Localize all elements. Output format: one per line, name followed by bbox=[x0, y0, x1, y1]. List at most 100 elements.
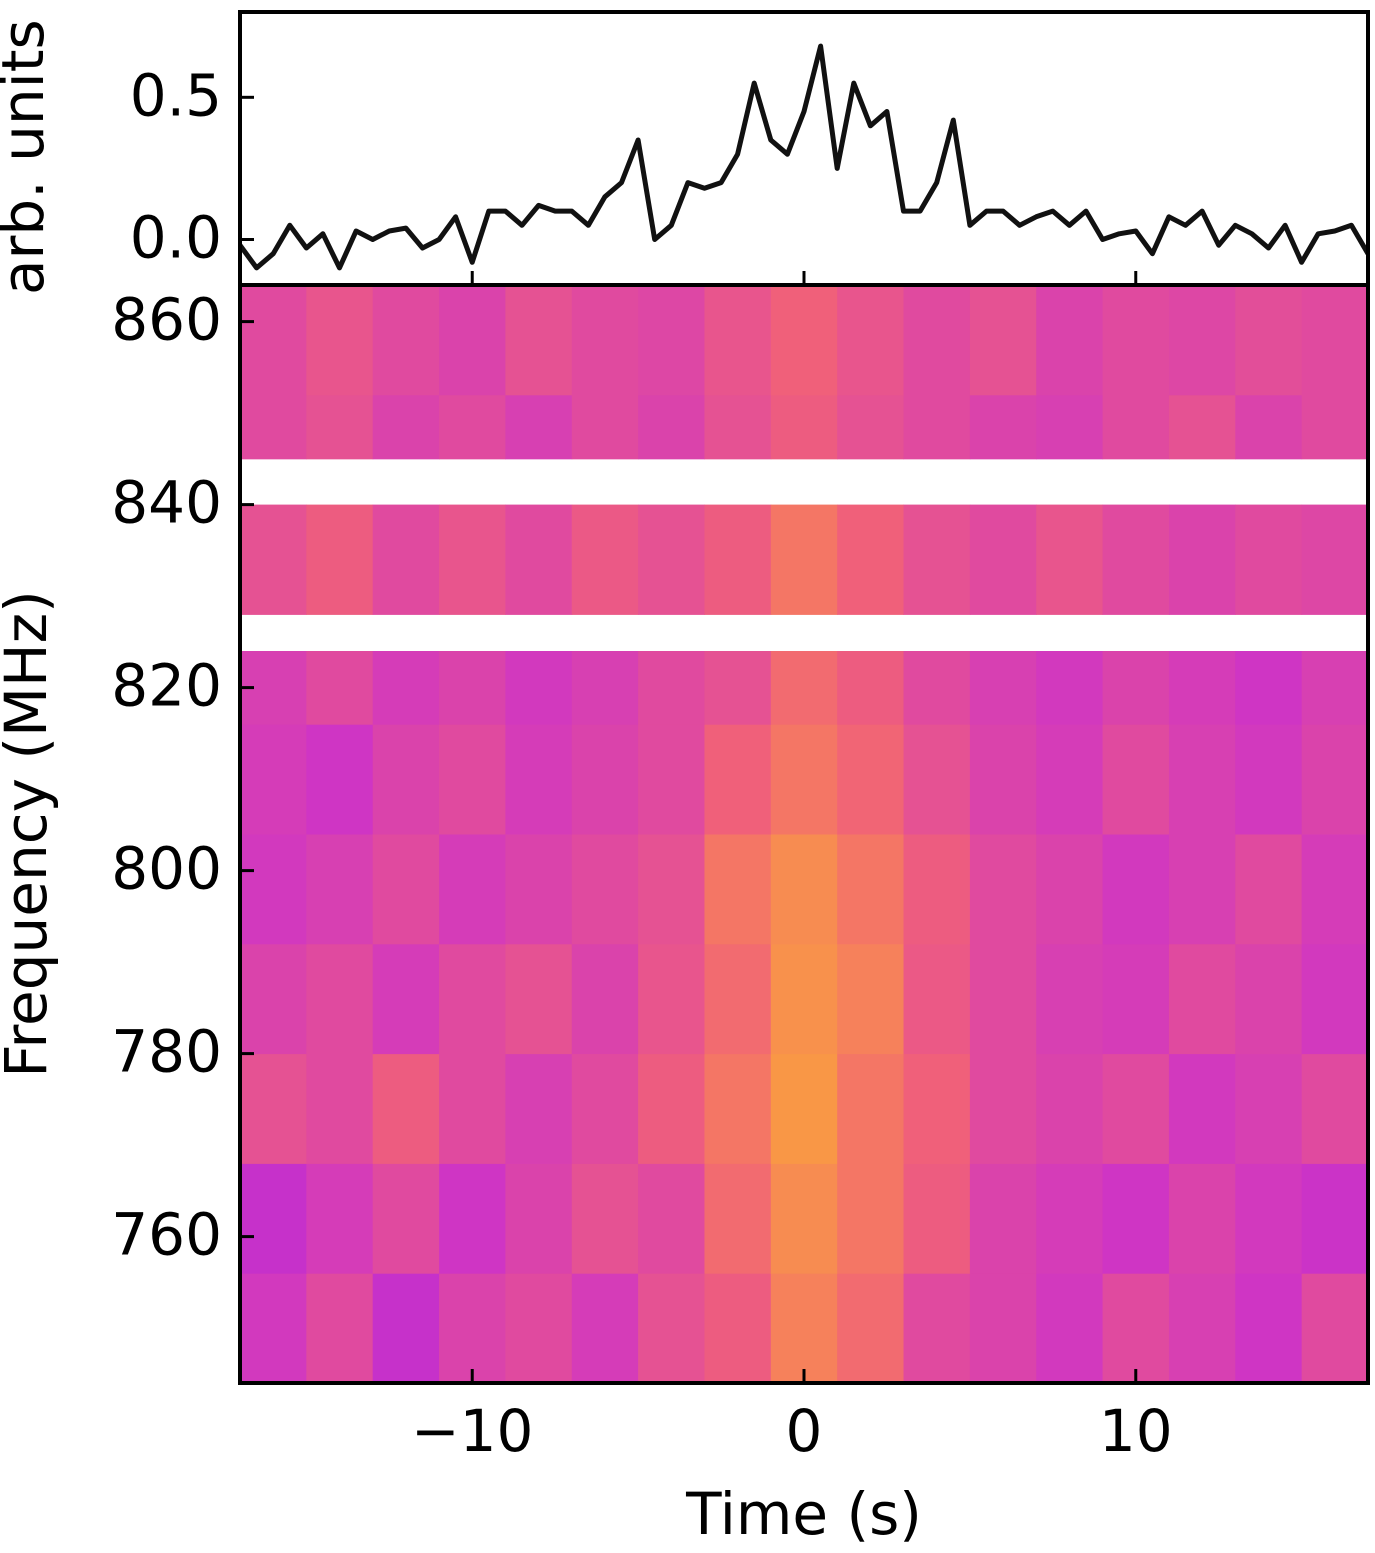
heatmap-cell bbox=[1235, 285, 1303, 396]
heatmap-cell bbox=[372, 285, 440, 396]
heatmap-cell bbox=[1168, 394, 1236, 460]
heatmap-cell bbox=[240, 1273, 307, 1384]
heatmap-cell bbox=[306, 1163, 374, 1274]
heatmap-cell bbox=[969, 504, 1037, 615]
heatmap-cell bbox=[571, 943, 639, 1055]
heatmap-cell bbox=[1168, 1273, 1236, 1384]
heatmap-cell bbox=[969, 724, 1037, 835]
heatmap-cell bbox=[770, 285, 838, 396]
heatmap-cell bbox=[704, 504, 772, 615]
heatmap-cell bbox=[1102, 504, 1170, 615]
heatmap-cell bbox=[638, 943, 705, 1055]
heatmap-cell bbox=[306, 1053, 374, 1164]
heatmap-cell bbox=[571, 1163, 639, 1274]
y-tick-label: 820 bbox=[111, 652, 222, 720]
heatmap-cell bbox=[1301, 1273, 1369, 1384]
heatmap-cell bbox=[439, 943, 506, 1055]
heatmap-cell bbox=[837, 651, 905, 725]
heatmap-cell bbox=[505, 943, 573, 1055]
heatmap-cell bbox=[638, 651, 705, 725]
axes-frame bbox=[238, 283, 1370, 1385]
heatmap-cell bbox=[240, 724, 307, 835]
heatmap-cell bbox=[1301, 285, 1369, 396]
heatmap-cell bbox=[372, 1053, 440, 1164]
heatmap-cell bbox=[1102, 394, 1170, 460]
heatmap-cell bbox=[240, 285, 307, 396]
heatmap-cell bbox=[1102, 285, 1170, 396]
heatmap-cell bbox=[372, 1273, 440, 1384]
y-tick-label: 760 bbox=[111, 1201, 222, 1269]
heatmap-cell bbox=[1235, 724, 1303, 835]
heatmap-cell bbox=[1168, 1163, 1236, 1274]
heatmap-cell bbox=[638, 394, 705, 460]
heatmap-cell bbox=[372, 834, 440, 945]
heatmap-cell bbox=[1036, 651, 1104, 725]
heatmap-cell bbox=[638, 1053, 705, 1164]
heatmap-cell bbox=[770, 1163, 838, 1274]
heatmap-cell bbox=[439, 1273, 506, 1384]
heatmap-cell bbox=[240, 1163, 307, 1274]
heatmap-cell bbox=[1168, 943, 1236, 1055]
heatmap-cell bbox=[704, 943, 772, 1055]
heatmap-cell bbox=[1301, 1053, 1369, 1164]
heatmap-cell bbox=[1036, 394, 1104, 460]
heatmap-cell bbox=[372, 1163, 440, 1274]
heatmap-cell bbox=[903, 1053, 971, 1164]
heatmap-cell bbox=[903, 724, 971, 835]
heatmap-cell bbox=[372, 394, 440, 460]
heatmap-cell bbox=[1036, 834, 1104, 945]
heatmap-cell bbox=[306, 724, 374, 835]
y-tick-label: 780 bbox=[111, 1018, 222, 1086]
heatmap-cell bbox=[903, 1163, 971, 1274]
heatmap-cell bbox=[240, 834, 307, 945]
heatmap-cell bbox=[1301, 504, 1369, 615]
heatmap-cell bbox=[903, 834, 971, 945]
heatmap-cell bbox=[1102, 1163, 1170, 1274]
heatmap-cell bbox=[505, 1053, 573, 1164]
heatmap-cell bbox=[439, 504, 506, 615]
heatmap-cell bbox=[306, 651, 374, 725]
heatmap-cell bbox=[770, 834, 838, 945]
heatmap-cell bbox=[240, 394, 307, 460]
heatmap-cell bbox=[903, 651, 971, 725]
heatmap-cell bbox=[1235, 651, 1303, 725]
heatmap-cell bbox=[770, 724, 838, 835]
heatmap-cell bbox=[1168, 724, 1236, 835]
heatmap-cell bbox=[969, 1053, 1037, 1164]
heatmap-cell bbox=[306, 285, 374, 396]
heatmap-cell bbox=[903, 943, 971, 1055]
heatmap-cell bbox=[372, 504, 440, 615]
heatmap-cell bbox=[837, 834, 905, 945]
y-axis-label: arb. units bbox=[0, 19, 57, 295]
heatmap-cell bbox=[770, 1273, 838, 1384]
heatmap-cell bbox=[770, 943, 838, 1055]
heatmap-cell bbox=[969, 394, 1037, 460]
profile-line bbox=[240, 43, 1368, 271]
heatmap-cell bbox=[1235, 1163, 1303, 1274]
heatmap-cell bbox=[1301, 1163, 1369, 1274]
heatmap-cell bbox=[439, 651, 506, 725]
heatmap-cell bbox=[969, 1163, 1037, 1274]
heatmap-cell bbox=[571, 1273, 639, 1384]
x-axis-label: Time (s) bbox=[685, 1480, 922, 1548]
heatmap-cell bbox=[1036, 1163, 1104, 1274]
axes-frame bbox=[238, 10, 1370, 287]
heatmap-cell bbox=[969, 834, 1037, 945]
heatmap-cell bbox=[505, 285, 573, 396]
heatmap-cell bbox=[439, 1053, 506, 1164]
heatmap-cell bbox=[638, 834, 705, 945]
heatmap-cell bbox=[439, 1163, 506, 1274]
heatmap-cell bbox=[505, 724, 573, 835]
x-tick-label: −10 bbox=[411, 1397, 533, 1465]
heatmap-cell bbox=[1036, 504, 1104, 615]
heatmap-cell bbox=[770, 394, 838, 460]
heatmap-cell bbox=[1235, 394, 1303, 460]
heatmap-cell bbox=[903, 285, 971, 396]
heatmap-cell bbox=[1301, 943, 1369, 1055]
heatmap-cell bbox=[571, 285, 639, 396]
heatmap-cell bbox=[439, 834, 506, 945]
heatmap-cell bbox=[1102, 724, 1170, 835]
heatmap-cell bbox=[1168, 1053, 1236, 1164]
heatmap-cell bbox=[1301, 834, 1369, 945]
